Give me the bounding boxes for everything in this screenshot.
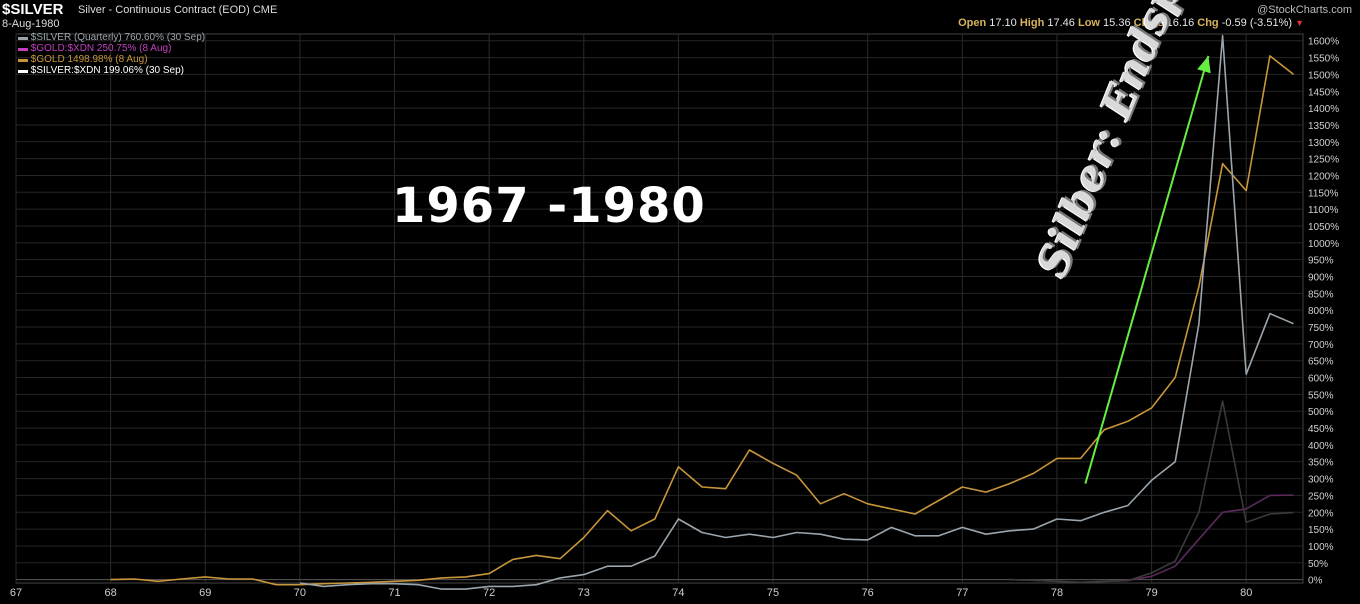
open-value: 17.10 xyxy=(989,17,1017,29)
legend-swatch: ▬ xyxy=(18,32,28,43)
chg-label: Chg xyxy=(1197,17,1219,29)
series-line xyxy=(1009,400,1294,584)
y-tick-label: 350% xyxy=(1308,458,1334,469)
y-axis: 0% 50% 100% 150% 200% 250% 300% 350% 400% 450% 500… xyxy=(1308,37,1339,587)
x-axis: 67 68 69 70 71 72 73 74 75 76 77 78 79 80 xyxy=(10,587,1252,599)
y-tick-label: 1450% xyxy=(1308,87,1339,98)
x-tick-label: 72 xyxy=(483,587,495,599)
x-tick-label: 73 xyxy=(578,587,590,599)
series-lines xyxy=(110,34,1294,590)
y-tick-label: 1600% xyxy=(1308,37,1339,48)
y-tick-label: 1000% xyxy=(1308,239,1339,250)
y-tick-label: 1250% xyxy=(1308,155,1339,166)
y-tick-label: 700% xyxy=(1308,340,1334,351)
y-tick-label: 500% xyxy=(1308,407,1334,418)
y-tick-label: 200% xyxy=(1308,508,1334,519)
x-tick-label: 67 xyxy=(10,587,22,599)
y-tick-label: 1100% xyxy=(1308,205,1339,216)
arrow-shaft xyxy=(1084,55,1210,484)
legend-item[interactable]: ▬ $GOLD:$XDN 250.75% (8 Aug) xyxy=(18,43,205,54)
x-tick-label: 71 xyxy=(388,587,400,599)
y-tick-label: 0% xyxy=(1308,576,1323,587)
y-tick-label: 1400% xyxy=(1308,104,1339,115)
x-tick-label: 79 xyxy=(1145,587,1157,599)
x-tick-label: 75 xyxy=(767,587,779,599)
x-tick-label: 70 xyxy=(294,587,306,599)
legend-label: $GOLD 1498.98% (8 Aug) xyxy=(30,54,148,65)
legend: ▬ $SILVER (Quarterly) 760.60% (30 Sep) ▬… xyxy=(18,32,205,76)
down-arrow-icon: ▼ xyxy=(1295,18,1304,28)
chart-date: 8-Aug-1980 xyxy=(2,18,60,30)
y-tick-label: 900% xyxy=(1308,273,1334,284)
legend-item[interactable]: ▬ $GOLD 1498.98% (8 Aug) xyxy=(18,54,205,65)
symbol[interactable]: $SILVER xyxy=(2,1,64,18)
instrument-name: Silver - Continuous Contract (EOD) CME xyxy=(78,4,277,16)
y-tick-label: 450% xyxy=(1308,424,1334,435)
series-line xyxy=(299,34,1294,590)
chg-value: -0.59 (-3.51%) xyxy=(1221,17,1293,29)
low-label: Low xyxy=(1077,17,1100,29)
y-tick-label: 400% xyxy=(1308,441,1334,452)
x-tick-label: 78 xyxy=(1051,587,1063,599)
y-tick-label: 950% xyxy=(1308,256,1334,267)
low-value: 15.36 xyxy=(1103,17,1131,29)
y-tick-label: 650% xyxy=(1308,357,1334,368)
legend-swatch: ▬ xyxy=(18,54,28,65)
legend-swatch: ▬ xyxy=(18,43,28,54)
y-tick-label: 300% xyxy=(1308,475,1334,486)
ohlc-bar: Open 17.10 High 17.46 Low 15.36 Close 16… xyxy=(958,17,1304,29)
legend-item[interactable]: ▬ $SILVER:$XDN 199.06% (30 Sep) xyxy=(18,65,205,76)
y-tick-label: 1550% xyxy=(1308,54,1339,65)
grid xyxy=(15,34,1303,583)
y-tick-label: 750% xyxy=(1308,323,1334,334)
y-tick-label: 1050% xyxy=(1308,222,1339,233)
high-value: 17.46 xyxy=(1047,17,1075,29)
x-tick-label: 74 xyxy=(672,587,684,599)
x-tick-label: 69 xyxy=(199,587,211,599)
x-tick-label: 77 xyxy=(956,587,968,599)
legend-label: $GOLD:$XDN 250.75% (8 Aug) xyxy=(30,43,172,54)
y-tick-label: 1500% xyxy=(1308,70,1339,81)
y-tick-label: 1200% xyxy=(1308,171,1339,182)
legend-label: $SILVER (Quarterly) 760.60% (30 Sep) xyxy=(30,32,206,43)
plot-area xyxy=(15,33,1304,584)
legend-item[interactable]: ▬ $SILVER (Quarterly) 760.60% (30 Sep) xyxy=(18,32,205,43)
x-tick-label: 76 xyxy=(862,587,874,599)
y-tick-label: 800% xyxy=(1308,306,1334,317)
y-tick-label: 1150% xyxy=(1308,188,1339,199)
y-tick-label: 50% xyxy=(1308,559,1328,570)
copyright[interactable]: @StockCharts.com xyxy=(1257,4,1352,16)
annotation-arrow xyxy=(1084,55,1211,484)
y-tick-label: 550% xyxy=(1308,390,1334,401)
x-tick-label: 80 xyxy=(1240,587,1252,599)
exchange: CME xyxy=(252,4,278,16)
high-label: High xyxy=(1019,17,1045,29)
instrument-title: Silver - Continuous Contract (EOD) xyxy=(78,4,250,16)
close-label: Close xyxy=(1133,17,1164,29)
x-tick-label: 68 xyxy=(105,587,117,599)
y-tick-label: 850% xyxy=(1308,289,1334,300)
overlay-title: 1967 -1980 xyxy=(392,178,706,234)
y-tick-label: 150% xyxy=(1308,525,1334,536)
open-label: Open xyxy=(958,17,987,29)
legend-label: $SILVER:$XDN 199.06% (30 Sep) xyxy=(30,65,185,76)
y-tick-label: 600% xyxy=(1308,374,1334,385)
legend-swatch: ▬ xyxy=(18,65,28,76)
y-tick-label: 1300% xyxy=(1308,138,1339,149)
y-tick-label: 100% xyxy=(1308,542,1334,553)
arrow-head-icon xyxy=(1197,55,1211,74)
y-tick-label: 1350% xyxy=(1308,121,1339,132)
y-tick-label: 250% xyxy=(1308,491,1334,502)
close-value: 16.16 xyxy=(1166,17,1195,29)
